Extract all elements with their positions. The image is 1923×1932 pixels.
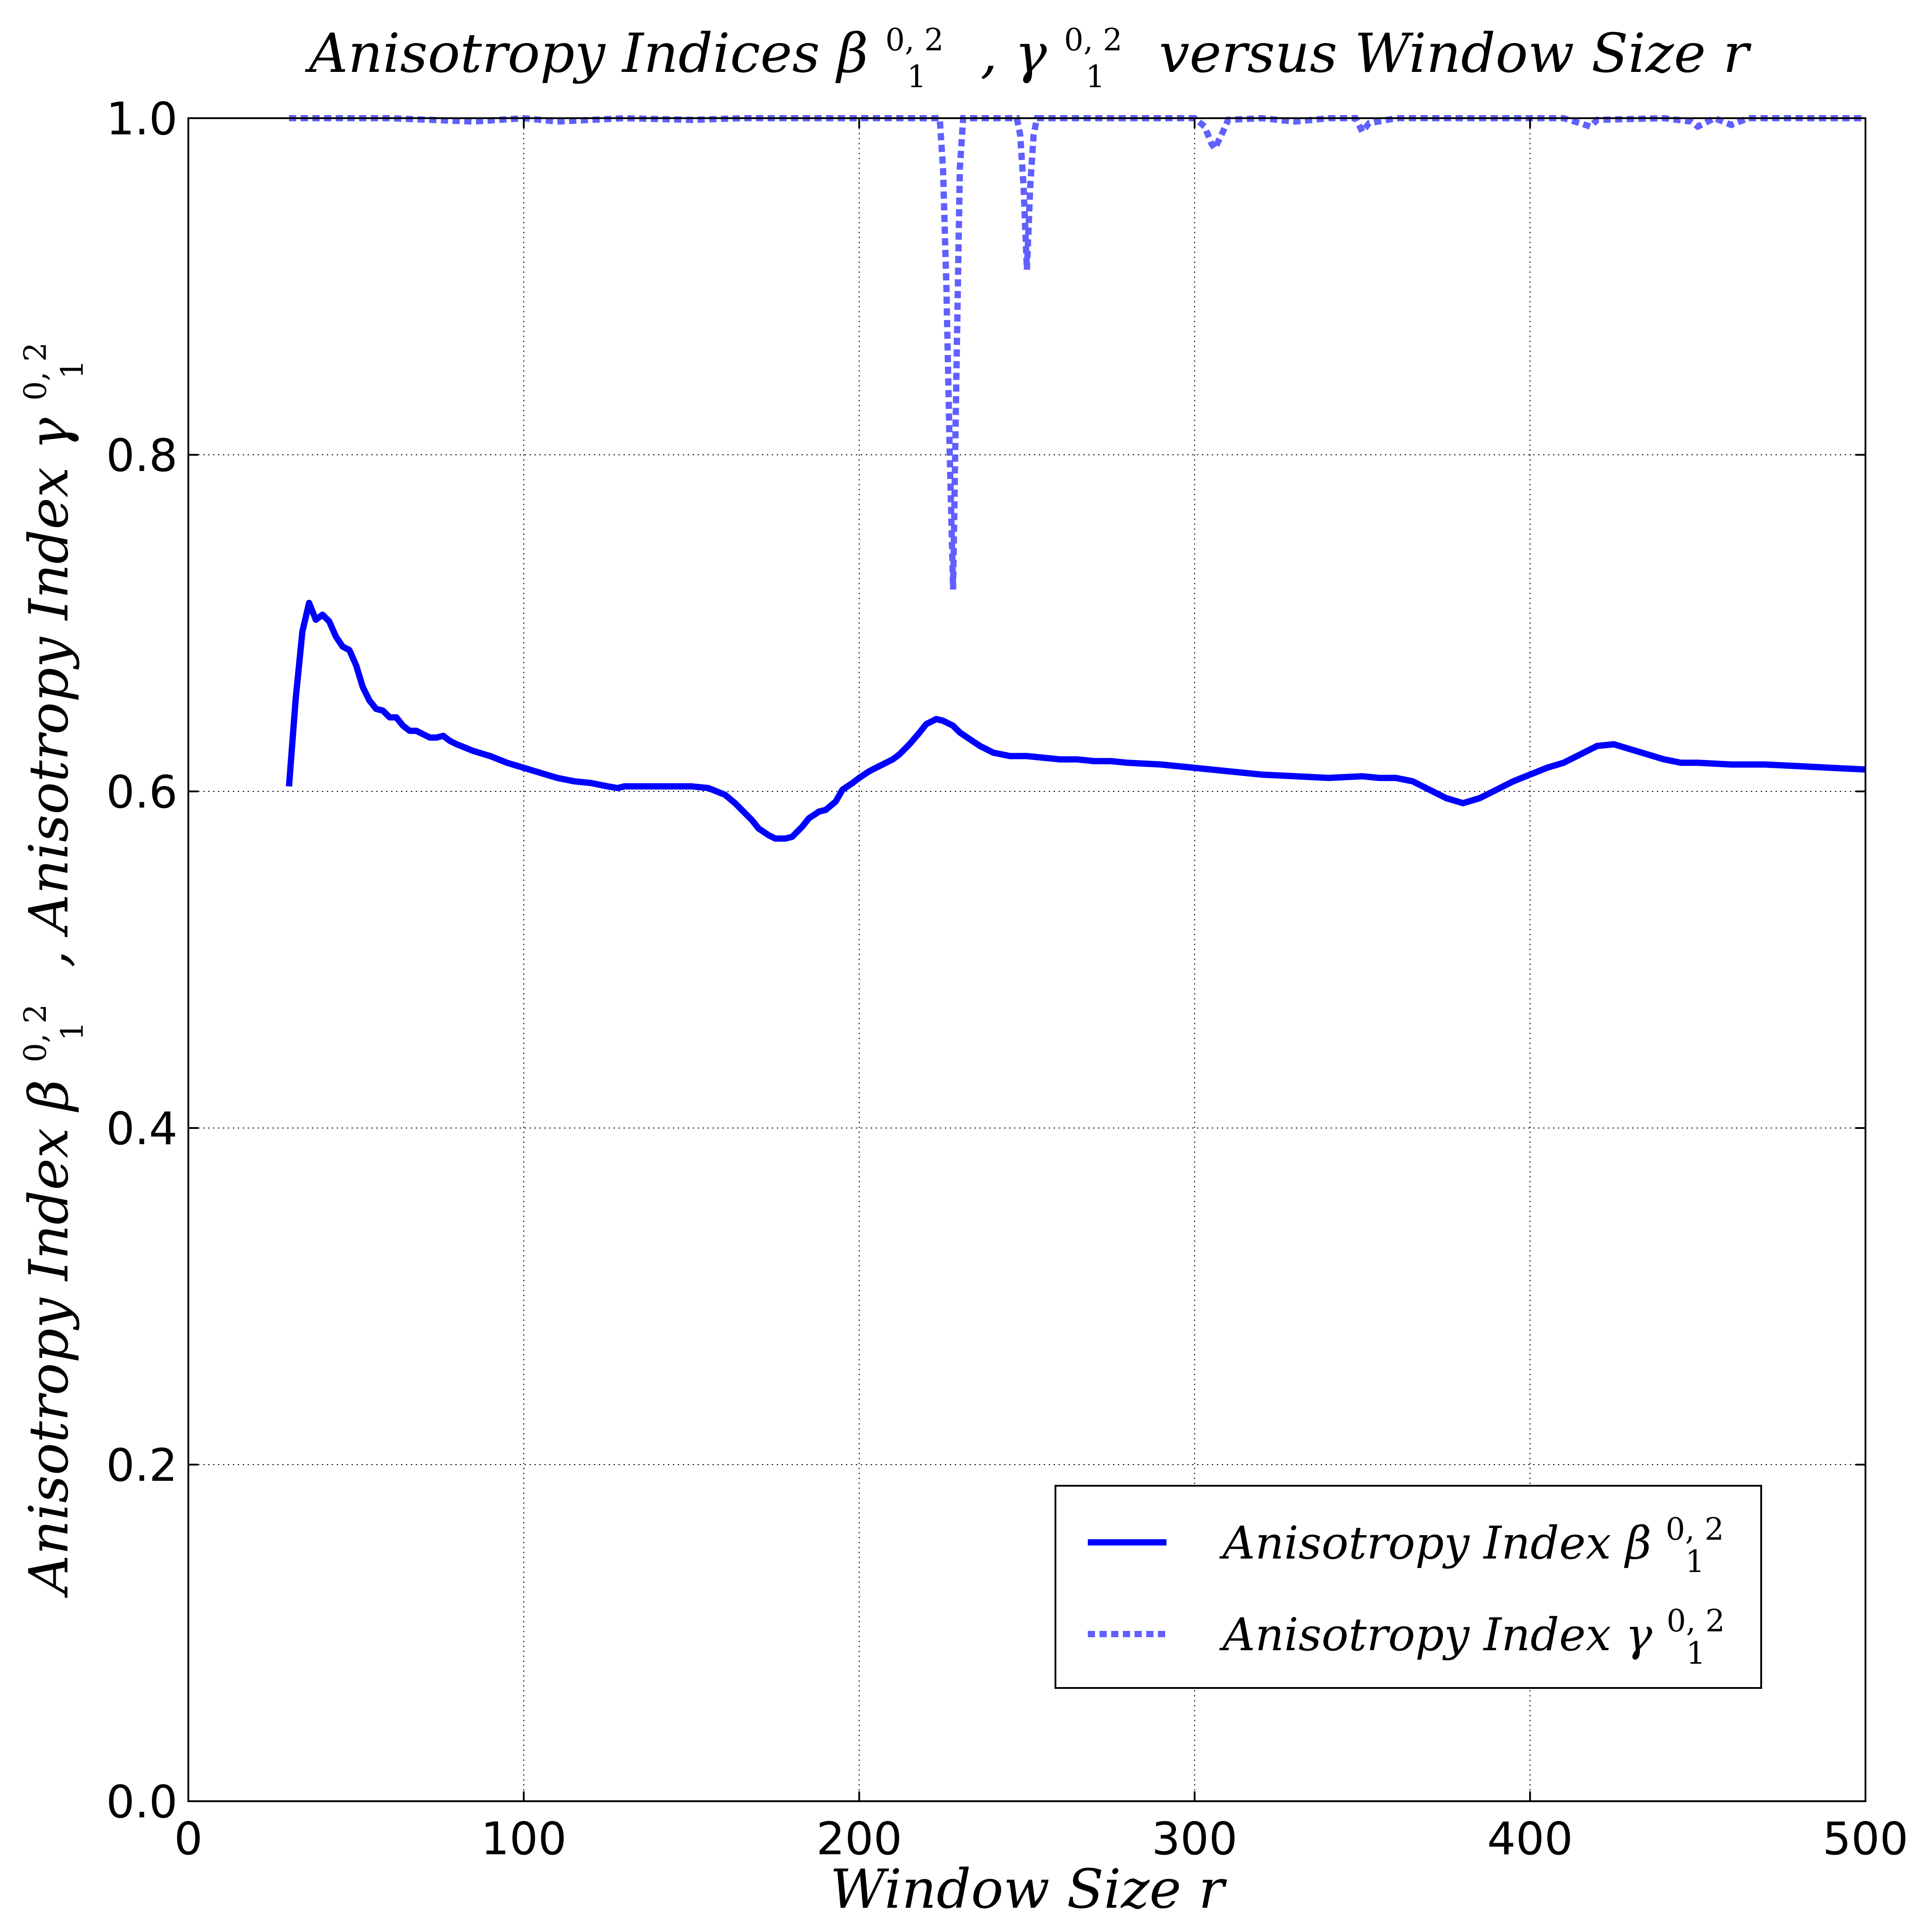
y-tick-label: 0.0 bbox=[106, 1776, 178, 1828]
title-prefix: Anisotropy Indices bbox=[305, 22, 837, 85]
legend-label-gamma: Anisotropy Index γ 0, 2 1 bbox=[1219, 1590, 1739, 1671]
legend-label-beta: Anisotropy Index β 0, 2 1 bbox=[1219, 1498, 1738, 1580]
legend-gamma-superscript: 0, 2 bbox=[1666, 1603, 1725, 1639]
title-superscript-2: 0, 2 bbox=[1064, 22, 1122, 58]
legend-beta-symbol: β bbox=[1624, 1517, 1651, 1569]
grid-lines bbox=[188, 118, 1865, 1801]
title-symbol-beta: β bbox=[835, 22, 868, 85]
y-label-separator: , bbox=[18, 933, 80, 967]
y-label-subscript-1: 1 bbox=[55, 1022, 90, 1041]
legend-gamma-text: Anisotropy Index bbox=[1219, 1608, 1625, 1661]
y-label-superscript-1: 0, 2 bbox=[18, 1004, 53, 1062]
series-line-beta bbox=[285, 600, 1866, 842]
title-symbol-gamma: γ bbox=[1015, 22, 1047, 85]
legend-beta-subscript: 1 bbox=[1685, 1544, 1705, 1580]
y-tick-label: 1.0 bbox=[106, 93, 178, 145]
legend-gamma-symbol: γ bbox=[1625, 1608, 1652, 1661]
plot-frame bbox=[187, 117, 1866, 1802]
legend-gamma-subscript: 1 bbox=[1686, 1636, 1705, 1671]
y-axis-label: Anisotropy Index β 0, 2 1 , Anisotropy I… bbox=[0, 325, 96, 1598]
title-suffix: versus Window Size r bbox=[1159, 22, 1752, 85]
y-label-part-2: Anisotropy Index bbox=[18, 450, 80, 937]
x-tick-label: 0 bbox=[174, 1812, 203, 1865]
y-label-symbol-gamma: γ bbox=[18, 417, 80, 450]
y-label-subscript-2: 1 bbox=[55, 360, 90, 379]
y-tick-label: 0.4 bbox=[106, 1102, 178, 1155]
legend-beta-superscript: 0, 2 bbox=[1666, 1512, 1724, 1547]
axis-ticks: 0 100 200 300 400 500 0.0 0.2 0.4 0.6 0.8 1.0 bbox=[106, 93, 1908, 1865]
legend-beta-text: Anisotropy Index bbox=[1219, 1517, 1625, 1569]
legend: Anisotropy Index β 0, 2 1 Anisotropy Ind… bbox=[1055, 1485, 1762, 1689]
x-tick-label: 300 bbox=[1152, 1812, 1237, 1865]
y-tick-label: 0.2 bbox=[106, 1439, 178, 1492]
chart-title: Anisotropy Indices β 0, 2 1 , γ 0, 2 1 v… bbox=[305, 1, 1752, 100]
x-tick-label: 500 bbox=[1823, 1812, 1909, 1865]
x-tick-label: 400 bbox=[1487, 1812, 1573, 1865]
y-label-part-1: Anisotropy Index bbox=[18, 1110, 80, 1598]
x-tick-label: 200 bbox=[816, 1812, 902, 1865]
title-subscript-1: 1 bbox=[907, 59, 926, 95]
legend-box bbox=[1055, 1485, 1762, 1689]
y-label-superscript-2: 0, 2 bbox=[18, 342, 53, 401]
y-tick-label: 0.6 bbox=[106, 766, 178, 818]
y-label-symbol-beta: β bbox=[18, 1079, 80, 1112]
x-tick-label: 100 bbox=[481, 1812, 567, 1865]
title-superscript-1: 0, 2 bbox=[886, 22, 944, 58]
title-separator: , bbox=[980, 22, 1015, 85]
y-tick-label: 0.8 bbox=[106, 429, 178, 482]
x-axis-label: Window Size r bbox=[830, 1858, 1227, 1921]
title-subscript-2: 1 bbox=[1086, 59, 1105, 95]
